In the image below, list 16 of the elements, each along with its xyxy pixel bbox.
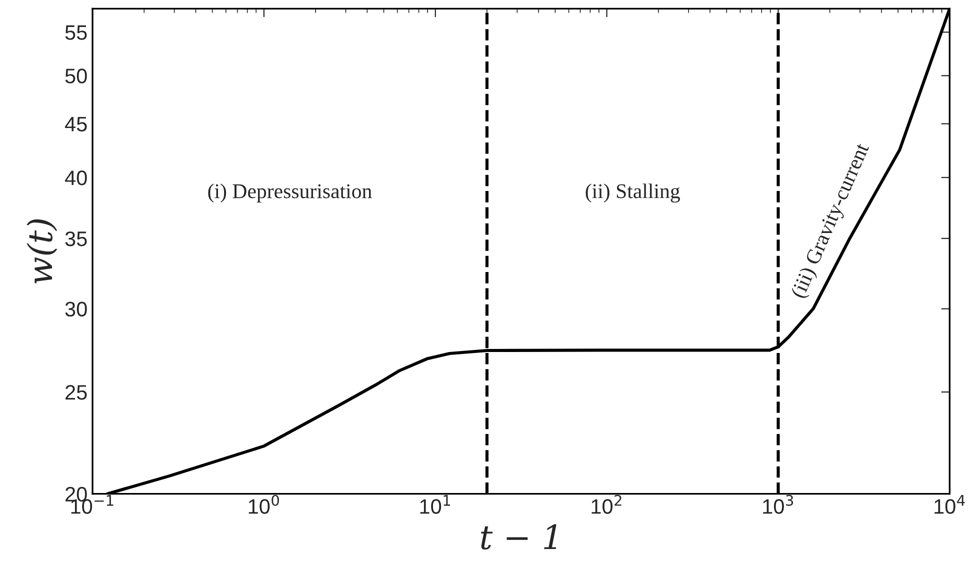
x-axis-title: t − 1 [481,524,556,550]
y-tick-label: 50 [65,68,87,84]
x-tick-label: 10$^{2}$ [592,494,622,514]
x-tick-label: 10$^{0}$ [248,494,279,514]
annotation: (i) Depressurisation [208,184,372,203]
x-tick-label: 10$^{3}$ [763,494,794,514]
y-axis-title: w(t) [26,219,58,284]
y-tick-label: 40 [64,170,87,186]
y-tick-label: 30 [65,302,87,317]
annotation: (ii) Stalling [586,184,680,203]
x-tick-label: 10$^{4}$ [934,495,965,514]
y-tick-label: 35 [65,231,87,246]
y-tick-label: 45 [64,116,87,132]
y-tick-label: 55 [65,25,87,40]
x-tick-label: 10$^{1}$ [420,495,450,514]
y-tick-label: 25 [66,385,87,400]
